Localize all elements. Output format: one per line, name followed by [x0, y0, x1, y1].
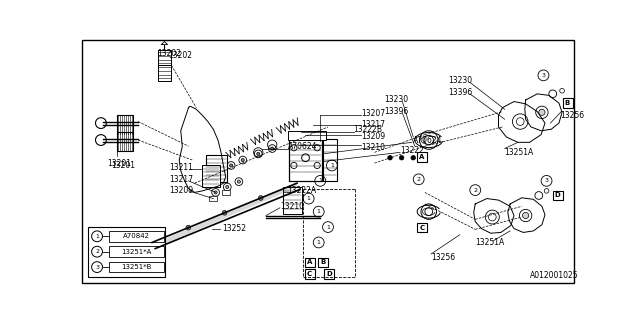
Text: 1: 1	[326, 225, 330, 229]
Text: 13230: 13230	[385, 95, 409, 105]
Text: D: D	[326, 271, 332, 277]
Text: 13251A: 13251A	[505, 148, 534, 157]
Bar	[323, 139, 337, 181]
Text: 1: 1	[317, 209, 321, 214]
Text: 13252: 13252	[222, 224, 246, 233]
Text: A: A	[307, 260, 312, 266]
Bar	[209, 196, 217, 201]
Text: 2: 2	[95, 249, 99, 254]
Text: 3: 3	[545, 178, 548, 183]
Bar	[109, 231, 164, 242]
Bar	[109, 246, 164, 257]
Text: 1: 1	[307, 196, 310, 201]
Text: A70624: A70624	[413, 136, 443, 145]
Text: 13217: 13217	[362, 120, 385, 129]
Text: 13207: 13207	[362, 109, 385, 118]
Text: 13217: 13217	[169, 175, 193, 184]
Text: 13396: 13396	[385, 107, 409, 116]
Text: A70624: A70624	[288, 142, 317, 151]
Bar	[318, 258, 328, 267]
Text: 13201: 13201	[107, 159, 131, 168]
Text: 13256: 13256	[431, 253, 455, 262]
Bar	[283, 187, 301, 214]
Text: 13201: 13201	[111, 161, 135, 170]
Text: 1: 1	[317, 240, 321, 245]
Text: 13396: 13396	[448, 88, 472, 97]
Circle shape	[257, 152, 260, 156]
Text: 3: 3	[95, 265, 99, 269]
Circle shape	[241, 158, 244, 162]
Text: 13202: 13202	[157, 49, 182, 58]
Bar	[88, 227, 165, 277]
FancyArrow shape	[153, 183, 298, 248]
Text: 13251*B: 13251*B	[122, 264, 152, 270]
Circle shape	[237, 180, 241, 183]
Text: C: C	[307, 271, 312, 277]
Bar	[205, 156, 227, 182]
Bar	[324, 269, 334, 279]
Text: 2: 2	[473, 188, 477, 193]
Text: 13202: 13202	[168, 51, 193, 60]
Text: A70842: A70842	[123, 233, 150, 239]
Text: 13211: 13211	[169, 163, 193, 172]
Circle shape	[399, 156, 404, 160]
Text: A012001025: A012001025	[529, 271, 578, 280]
Bar	[305, 269, 315, 279]
Text: 13230: 13230	[448, 76, 472, 85]
Text: 1: 1	[330, 163, 334, 168]
Text: 13222: 13222	[400, 146, 424, 155]
Text: 13251A: 13251A	[476, 238, 504, 247]
Text: 13209: 13209	[169, 186, 193, 195]
Bar	[202, 165, 220, 187]
Text: 13210: 13210	[280, 202, 304, 211]
Bar	[305, 258, 315, 267]
Text: B: B	[565, 100, 570, 106]
Text: 13251*A: 13251*A	[122, 249, 152, 255]
Bar	[222, 190, 230, 195]
Bar	[417, 152, 428, 162]
Text: 13210: 13210	[362, 143, 385, 152]
Text: 1: 1	[95, 234, 99, 239]
Circle shape	[388, 156, 392, 160]
Text: B: B	[320, 260, 325, 266]
Text: 13256: 13256	[561, 111, 584, 120]
Text: 13222B: 13222B	[353, 125, 383, 134]
Circle shape	[222, 211, 227, 215]
Circle shape	[411, 156, 415, 160]
Circle shape	[214, 191, 217, 194]
Circle shape	[226, 186, 229, 188]
Circle shape	[522, 212, 529, 219]
Bar	[563, 99, 573, 108]
Text: D: D	[554, 192, 560, 198]
Circle shape	[186, 225, 191, 230]
Text: 1: 1	[318, 178, 322, 183]
Circle shape	[259, 196, 263, 200]
Text: A: A	[419, 154, 424, 160]
Bar	[553, 191, 563, 200]
Text: 3: 3	[541, 73, 545, 78]
Circle shape	[271, 147, 274, 150]
Bar	[117, 116, 132, 134]
Circle shape	[539, 109, 545, 116]
Text: 13209: 13209	[362, 132, 385, 141]
Bar	[117, 132, 132, 151]
Bar	[417, 223, 428, 232]
Bar	[157, 50, 172, 81]
Text: C: C	[419, 225, 424, 231]
Bar	[109, 262, 164, 273]
Bar	[289, 139, 322, 181]
Text: 2: 2	[417, 177, 420, 182]
Bar	[288, 131, 326, 140]
Circle shape	[230, 164, 233, 167]
Text: 13222A: 13222A	[288, 186, 317, 195]
